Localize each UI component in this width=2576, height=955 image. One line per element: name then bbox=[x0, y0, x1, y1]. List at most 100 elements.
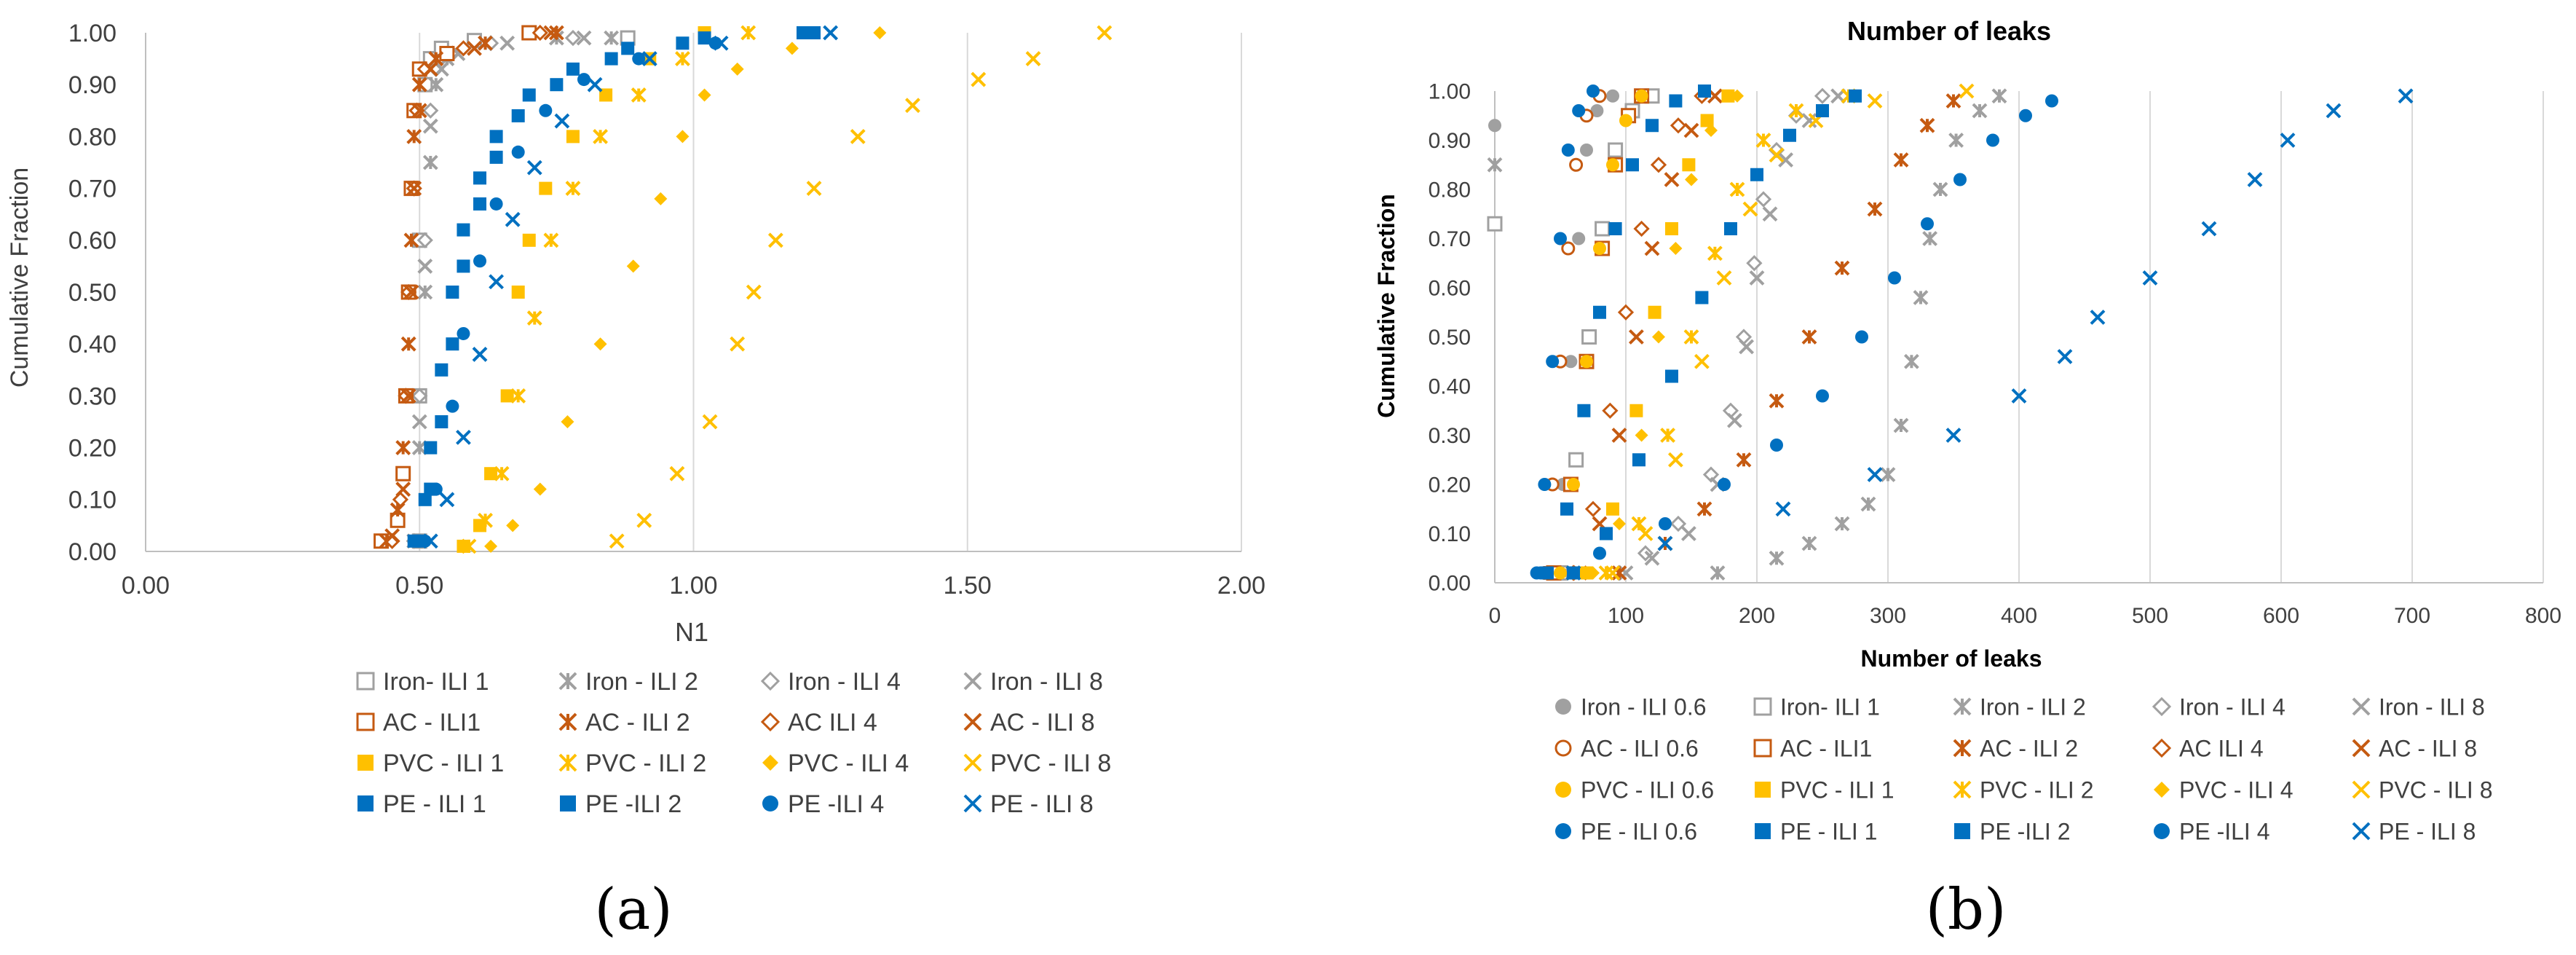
chart-b-data-point bbox=[1577, 404, 1591, 417]
chart-a-legend-label: AC ILI 4 bbox=[788, 709, 877, 736]
chart-b-series bbox=[1618, 88, 1846, 581]
chart-b-legend-label: PE -ILI 4 bbox=[2179, 819, 2270, 845]
chart-b-data-point bbox=[1849, 89, 1862, 103]
chart-b-legend-item: AC - ILI 8 bbox=[2352, 736, 2477, 762]
chart-b-data-point bbox=[1538, 478, 1552, 491]
chart-b-data-point bbox=[1814, 87, 1831, 104]
chart-a-data-point bbox=[489, 274, 505, 290]
chart-b-data-point bbox=[1726, 412, 1742, 428]
chart-b-data-point bbox=[1948, 133, 1964, 148]
chart-b-data-point bbox=[1618, 565, 1634, 581]
chart-b-legend-label: Iron - ILI 8 bbox=[2379, 694, 2485, 720]
chart-a-data-point bbox=[823, 25, 839, 41]
chart-b-data-point bbox=[1801, 113, 1817, 128]
chart-a-legend-label: PE -ILI 2 bbox=[585, 790, 681, 818]
chart-b-legend-label: PVC - ILI 1 bbox=[1780, 777, 1895, 803]
chart-a-legend-label: Iron- ILI 1 bbox=[383, 668, 489, 696]
chart-b-data-point bbox=[1580, 355, 1593, 369]
chart-b-data-point bbox=[1972, 103, 1988, 119]
chart-a-data-point bbox=[406, 128, 422, 144]
chart-a-data-point bbox=[632, 52, 646, 66]
chart-b-y-tick-label: 0.50 bbox=[1429, 326, 1471, 350]
chart-a-data-point bbox=[621, 42, 635, 55]
chart-b-x-tick-label: 500 bbox=[2132, 604, 2168, 628]
chart-b-y-tick-label: 0.20 bbox=[1429, 473, 1471, 498]
chart-b-data-point bbox=[1685, 173, 1698, 186]
chart-a-data-point bbox=[631, 87, 647, 103]
chart-a-data-point bbox=[604, 52, 618, 66]
chart-b-legend-marker bbox=[2352, 780, 2371, 799]
chart-b-data-point bbox=[1595, 221, 1611, 237]
chart-a-data-point bbox=[576, 30, 592, 46]
chart-b-data-point bbox=[1775, 501, 1791, 517]
chart-a: 0.00 0.10 0.20 0.30 0.40 0.50 0.60 0.70 0.80 0.90… bbox=[6, 20, 1265, 943]
chart-a-data-point bbox=[522, 88, 536, 102]
chart-a-data-point bbox=[850, 128, 866, 144]
chart-a-data-point bbox=[429, 482, 443, 496]
chart-b-y-axis-label: Cumulative Fraction bbox=[1373, 194, 1399, 418]
chart-a-legend-marker bbox=[762, 755, 778, 771]
chart-b-data-point bbox=[1598, 565, 1614, 581]
chart-a-data-point bbox=[730, 62, 744, 76]
chart-b-data-point bbox=[1702, 466, 1720, 483]
chart-a-legend-item: Iron - ILI 4 bbox=[760, 668, 901, 696]
chart-b-data-point bbox=[2398, 88, 2414, 104]
chart-b-data-point bbox=[1487, 157, 1503, 173]
chart-b-data-point bbox=[1561, 144, 1575, 157]
chart-a-legend-label: PVC - ILI 4 bbox=[788, 750, 909, 777]
chart-b-data-point bbox=[1593, 305, 1606, 319]
chart-a-data-point bbox=[604, 30, 620, 46]
chart-a-legend-marker bbox=[558, 672, 577, 691]
chart-a-y-tick-label: 0.90 bbox=[68, 71, 116, 99]
chart-a-data-point bbox=[484, 467, 498, 481]
chart-b-data-point bbox=[1605, 565, 1621, 581]
chart-b-data-point bbox=[1698, 85, 1711, 98]
chart-b-legend-marker bbox=[1954, 823, 1970, 839]
chart-b-series bbox=[1487, 88, 2007, 581]
chart-b-data-point bbox=[1637, 526, 1654, 541]
chart-a-data-point bbox=[411, 414, 427, 430]
chart-a-data-point bbox=[422, 102, 439, 119]
chart-b-data-point bbox=[1710, 565, 1726, 581]
chart-b-data-point bbox=[1788, 103, 1804, 119]
chart-b-data-point bbox=[1659, 517, 1672, 530]
chart-b-data-point bbox=[2201, 221, 2217, 237]
chart-a-legend-marker bbox=[963, 672, 982, 691]
chart-b-data-point bbox=[1487, 216, 1503, 232]
chart-a-legend-marker bbox=[760, 712, 781, 732]
chart-a-data-point bbox=[406, 181, 422, 197]
chart-a-legend-label: AC - ILI 2 bbox=[585, 709, 690, 736]
chart-a-data-point bbox=[641, 51, 657, 67]
chart-b-legend-label: PVC - ILI 4 bbox=[2179, 777, 2293, 803]
chart-b-legend-marker bbox=[1753, 697, 1772, 716]
chart-a-data-point bbox=[435, 415, 449, 428]
chart-b-data-point bbox=[1670, 515, 1687, 532]
chart-a-data-point bbox=[411, 76, 427, 93]
chart-b-data-point bbox=[1913, 290, 1929, 305]
chart-b-y-tick-label: 0.40 bbox=[1429, 375, 1471, 399]
chart-b-data-point bbox=[1945, 93, 1961, 109]
chart-b-data-point bbox=[1635, 89, 1648, 103]
chart-b-legend-marker bbox=[2152, 738, 2172, 758]
chart-b-data-point bbox=[1893, 152, 1909, 168]
chart-b-data-point bbox=[1991, 88, 2007, 104]
chart-b-data-point bbox=[1903, 353, 1919, 369]
chart-a-legend-item: PE - ILI 8 bbox=[963, 790, 1094, 818]
chart-b-data-point bbox=[1816, 389, 1829, 403]
chart-b-data-point bbox=[1867, 201, 1883, 217]
chart-a-legend-label: PVC - ILI 2 bbox=[585, 750, 706, 777]
chart-b-data-point bbox=[1704, 124, 1718, 137]
chart-a-data-point bbox=[561, 415, 574, 428]
chart-a-data-point bbox=[456, 429, 471, 445]
chart-a-data-point bbox=[457, 326, 470, 340]
chart-b-legend-item: PVC - ILI 1 bbox=[1755, 777, 1895, 803]
chart-b-data-point bbox=[1683, 122, 1699, 138]
chart-a-data-point bbox=[500, 389, 514, 403]
chart-a-legend: Iron- ILI 1 Iron - ILI 2 Iron - ILI 4 Iron … bbox=[356, 668, 1111, 818]
chart-b-legend-item: Iron - ILI 0.6 bbox=[1555, 694, 1707, 720]
chart-b-series bbox=[1565, 88, 2414, 581]
chart-a-data-point bbox=[577, 73, 590, 87]
chart-b-legend-item: Iron - ILI 4 bbox=[2152, 694, 2285, 720]
chart-b-legend-marker bbox=[2154, 823, 2170, 839]
